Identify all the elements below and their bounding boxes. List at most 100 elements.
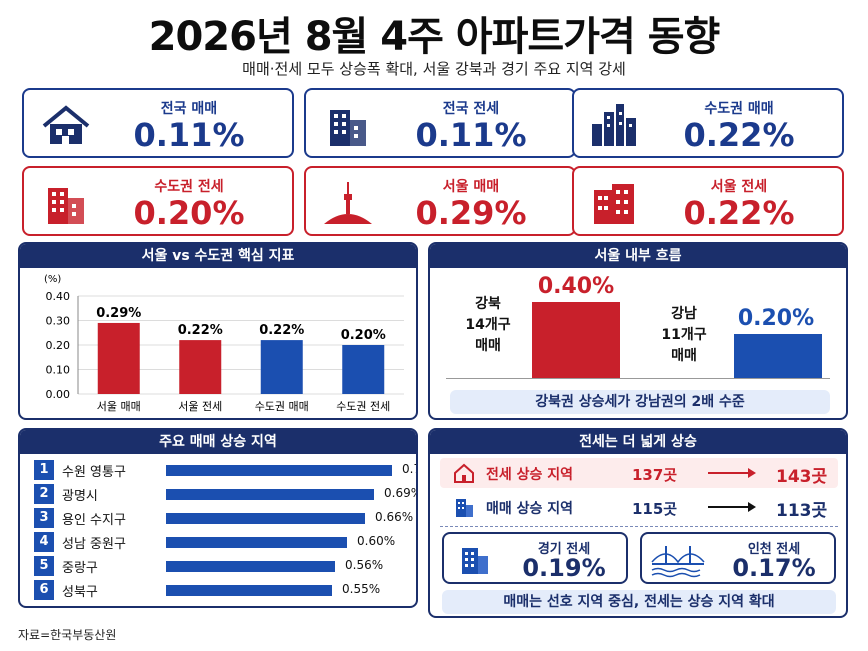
jeonse-row: 전세 상승 지역 137곳 143곳 bbox=[440, 458, 838, 488]
rank-row: 1 수원 영통구 0.75% bbox=[34, 460, 416, 480]
rank-region: 광명시 bbox=[62, 489, 98, 504]
rank-number: 5 bbox=[34, 556, 54, 576]
page-subtitle: 매매·전세 모두 상승폭 확대, 서울 강북과 경기 주요 지역 강세 bbox=[242, 60, 626, 78]
jeonse-note: 매매는 선호 지역 중심, 전세는 상승 지역 확대 bbox=[442, 590, 836, 614]
x-tick-label: 서울 전세 bbox=[178, 400, 222, 413]
top-panel: 주요 매매 상승 지역 1 수원 영통구 0.75% 2 광명시 0.69% 3 용… bbox=[18, 428, 418, 608]
stat-card-value: 0.20% bbox=[133, 194, 245, 232]
stat-card-value: 0.22% bbox=[683, 194, 795, 232]
north-value: 0.40% bbox=[537, 274, 615, 299]
arrow-right-icon bbox=[708, 502, 756, 512]
house-icon bbox=[454, 463, 474, 483]
incheon-label: 인천 전세 bbox=[747, 542, 801, 557]
bridge-icon bbox=[651, 546, 705, 578]
incheon-card: 인천 전세 0.17% bbox=[640, 532, 836, 584]
x-tick-label: 서울 매매 bbox=[97, 400, 141, 413]
bar-value-label: 0.20% bbox=[341, 328, 386, 343]
rank-region: 성북구 bbox=[62, 585, 98, 600]
stat-card-label: 수도권 전세 bbox=[154, 179, 224, 195]
row-to: 143곳 bbox=[776, 467, 828, 487]
south-value: 0.20% bbox=[737, 306, 815, 331]
page-title: 2026년 8월 4주 아파트가격 동향 bbox=[148, 14, 721, 60]
rank-region: 중랑구 bbox=[62, 561, 98, 576]
north-label-line: 14개구 bbox=[465, 317, 511, 333]
rank-bar bbox=[166, 537, 347, 548]
y-tick-label: 0.00 bbox=[46, 388, 71, 401]
gyeonggi-card: 경기 전세 0.19% bbox=[442, 532, 628, 584]
inner-note: 강북권 상승세가 강남권의 2배 수준 bbox=[450, 390, 830, 414]
stat-card: 전국 전세 0.11% bbox=[304, 88, 576, 158]
incheon-value: 0.17% bbox=[732, 554, 816, 582]
stat-card: 수도권 매매 0.22% bbox=[572, 88, 844, 158]
jeonse-panel-title: 전세는 더 넓게 상승 bbox=[430, 430, 846, 454]
rank-row: 2 광명시 0.69% bbox=[34, 484, 416, 504]
arrow-right-icon bbox=[708, 468, 756, 478]
row-from: 115곳 bbox=[632, 500, 678, 518]
stat-card-value: 0.11% bbox=[415, 116, 527, 154]
stat-card-value: 0.29% bbox=[415, 194, 527, 232]
rank-value: 0.69% bbox=[384, 486, 416, 500]
rank-list: 1 수원 영통구 0.75% 2 광명시 0.69% 3 용인 수지구 0.66% 4… bbox=[20, 454, 416, 606]
stat-card-value: 0.11% bbox=[133, 116, 245, 154]
rank-bar bbox=[166, 585, 332, 596]
rank-value: 0.55% bbox=[342, 582, 381, 596]
rank-number: 4 bbox=[34, 532, 54, 552]
stat-card-label: 수도권 매매 bbox=[704, 101, 774, 117]
south-label-line: 매매 bbox=[671, 348, 697, 364]
rank-bar bbox=[166, 561, 335, 572]
south-label-line: 강남 bbox=[671, 306, 697, 322]
north-label-line: 매매 bbox=[475, 338, 501, 354]
rank-row: 3 용인 수지구 0.66% bbox=[34, 508, 414, 528]
rank-row: 4 성남 중원구 0.60% bbox=[34, 532, 414, 552]
rank-number: 3 bbox=[34, 508, 54, 528]
y-tick-label: 0.40 bbox=[46, 290, 71, 303]
row-from: 137곳 bbox=[632, 466, 678, 484]
apartment-icon bbox=[48, 188, 84, 224]
gyeonggi-label: 경기 전세 bbox=[537, 542, 591, 557]
rank-row: 6 성북구 0.55% bbox=[34, 580, 414, 600]
rank-value: 0.75% bbox=[402, 462, 416, 476]
north-label-line: 강북 bbox=[475, 296, 501, 312]
rank-bar bbox=[166, 465, 392, 476]
apartment-icon bbox=[462, 548, 488, 574]
south-bar bbox=[734, 334, 822, 378]
rank-value: 0.66% bbox=[375, 510, 414, 524]
x-tick-label: 수도권 전세 bbox=[336, 400, 390, 413]
rank-bar bbox=[166, 489, 374, 500]
core-panel: 서울 vs 수도권 핵심 지표 (%) 0.00 0.10 0.20 0.30 0.40 0… bbox=[18, 242, 418, 420]
row-label: 전세 상승 지역 bbox=[486, 467, 574, 483]
rank-region: 성남 중원구 bbox=[62, 537, 126, 552]
bar bbox=[97, 322, 140, 394]
north-label: 강북 14개구 매매 bbox=[458, 294, 518, 357]
stat-card-label: 서울 전세 bbox=[710, 179, 768, 195]
divider bbox=[440, 526, 838, 527]
rank-value: 0.56% bbox=[345, 558, 384, 572]
skyline-icon bbox=[592, 104, 636, 146]
bar bbox=[342, 345, 385, 394]
rank-number: 2 bbox=[34, 484, 54, 504]
building-icon bbox=[594, 184, 634, 224]
sale-row: 매매 상승 지역 115곳 113곳 bbox=[440, 492, 838, 522]
stat-card-label: 서울 매매 bbox=[442, 179, 500, 195]
stat-card-label: 전국 전세 bbox=[442, 101, 500, 117]
bar-value-label: 0.22% bbox=[178, 323, 223, 338]
baseline bbox=[446, 378, 830, 379]
inner-panel-title: 서울 내부 흐름 bbox=[430, 244, 846, 268]
row-label: 매매 상승 지역 bbox=[486, 501, 574, 517]
inner-panel: 서울 내부 흐름 강북 14개구 매매 0.40% 강남 11개구 매매 0.2… bbox=[428, 242, 848, 420]
gyeonggi-value: 0.19% bbox=[522, 554, 606, 582]
jeonse-panel: 전세는 더 넓게 상승 전세 상승 지역 137곳 143곳 매매 상승 지역 bbox=[428, 428, 848, 618]
y-tick-label: 0.20 bbox=[46, 339, 71, 352]
top-panel-title: 주요 매매 상승 지역 bbox=[20, 430, 416, 454]
stat-card-label: 전국 매매 bbox=[160, 101, 218, 117]
rank-bar bbox=[166, 513, 365, 524]
house-icon bbox=[42, 105, 90, 144]
bar bbox=[260, 340, 303, 394]
stat-card: 수도권 전세 0.20% bbox=[22, 166, 294, 236]
x-tick-label: 수도권 매매 bbox=[255, 400, 309, 413]
stat-card-value: 0.22% bbox=[683, 116, 795, 154]
core-bar-chart: (%) 0.00 0.10 0.20 0.30 0.40 0.29% 서울 매매 0.22% 서울… bbox=[44, 274, 404, 413]
rank-region: 용인 수지구 bbox=[62, 513, 126, 528]
source-note: 자료=한국부동산원 bbox=[18, 628, 117, 642]
south-label: 강남 11개구 매매 bbox=[654, 304, 714, 367]
